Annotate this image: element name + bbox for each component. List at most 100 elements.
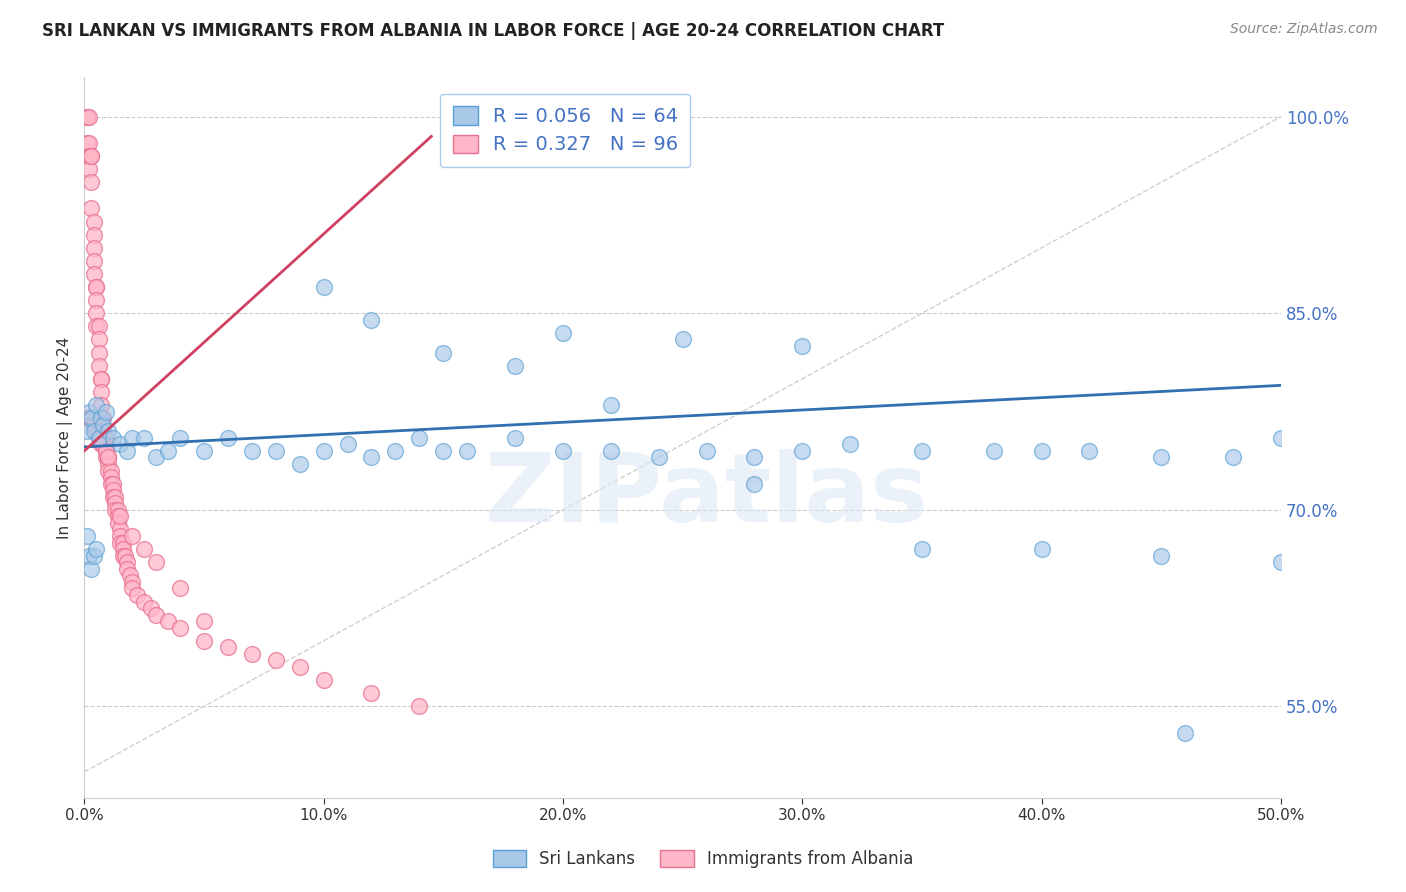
Point <box>87 333 110 347</box>
Point <box>93 431 115 445</box>
Point <box>84 398 107 412</box>
Point <box>169 621 191 635</box>
Point <box>599 443 621 458</box>
Point <box>94 443 117 458</box>
Point <box>360 450 382 465</box>
Point <box>76 110 98 124</box>
Point <box>121 529 143 543</box>
Point <box>76 110 98 124</box>
Point <box>134 542 156 557</box>
Point <box>87 345 110 359</box>
Point <box>76 411 98 425</box>
Point <box>90 398 112 412</box>
Point <box>80 411 103 425</box>
Point <box>84 319 107 334</box>
Point <box>90 437 112 451</box>
Point <box>77 411 100 425</box>
Point <box>108 523 131 537</box>
Point <box>193 633 215 648</box>
Point <box>360 313 382 327</box>
Point <box>145 555 167 569</box>
Point <box>87 319 110 334</box>
Point <box>97 450 120 465</box>
Point <box>97 450 120 465</box>
Point <box>193 614 215 628</box>
Text: ZIPatlas: ZIPatlas <box>485 449 928 542</box>
Text: SRI LANKAN VS IMMIGRANTS FROM ALBANIA IN LABOR FORCE | AGE 20-24 CORRELATION CHA: SRI LANKAN VS IMMIGRANTS FROM ALBANIA IN… <box>42 22 945 40</box>
Point <box>77 136 100 150</box>
Point <box>94 450 117 465</box>
Point <box>264 653 287 667</box>
Point <box>792 339 814 353</box>
Point <box>94 437 117 451</box>
Legend: Sri Lankans, Immigrants from Albania: Sri Lankans, Immigrants from Albania <box>486 843 920 875</box>
Point <box>93 437 115 451</box>
Point <box>84 306 107 320</box>
Point <box>240 647 263 661</box>
Point <box>134 594 156 608</box>
Point <box>312 673 335 687</box>
Point <box>408 431 430 445</box>
Point <box>101 490 124 504</box>
Point <box>1270 555 1292 569</box>
Point <box>1150 549 1173 563</box>
Point <box>76 136 98 150</box>
Point <box>90 411 112 425</box>
Point <box>117 562 139 576</box>
Point <box>384 443 406 458</box>
Point <box>94 443 117 458</box>
Point <box>744 450 766 465</box>
Point <box>360 686 382 700</box>
Point <box>83 424 105 438</box>
Point <box>83 267 105 281</box>
Point <box>87 431 110 445</box>
Point <box>145 607 167 622</box>
Point <box>157 443 180 458</box>
Point <box>80 149 103 163</box>
Point <box>97 463 120 477</box>
Point <box>288 660 311 674</box>
Point <box>97 457 120 471</box>
Point <box>1031 443 1053 458</box>
Point <box>744 476 766 491</box>
Point <box>1222 450 1244 465</box>
Point <box>84 293 107 308</box>
Point <box>77 149 100 163</box>
Point <box>108 535 131 549</box>
Point <box>80 149 103 163</box>
Point <box>107 516 129 530</box>
Point <box>76 529 98 543</box>
Point <box>111 549 134 563</box>
Point <box>77 110 100 124</box>
Point <box>169 431 191 445</box>
Point <box>264 443 287 458</box>
Point <box>84 280 107 294</box>
Point <box>456 443 478 458</box>
Point <box>696 443 718 458</box>
Point <box>117 555 139 569</box>
Point <box>336 437 359 451</box>
Point <box>911 443 934 458</box>
Point <box>90 372 112 386</box>
Point <box>80 562 103 576</box>
Point <box>107 503 129 517</box>
Point <box>93 411 115 425</box>
Point <box>90 372 112 386</box>
Point <box>100 476 122 491</box>
Point <box>93 417 115 432</box>
Text: Source: ZipAtlas.com: Source: ZipAtlas.com <box>1230 22 1378 37</box>
Point <box>76 424 98 438</box>
Point <box>121 431 143 445</box>
Point <box>108 437 131 451</box>
Point <box>84 542 107 557</box>
Point <box>1031 542 1053 557</box>
Point <box>101 476 124 491</box>
Point <box>121 574 143 589</box>
Point <box>288 457 311 471</box>
Point <box>84 280 107 294</box>
Point <box>312 443 335 458</box>
Point <box>169 582 191 596</box>
Point <box>432 345 454 359</box>
Point <box>1174 725 1197 739</box>
Point <box>77 404 100 418</box>
